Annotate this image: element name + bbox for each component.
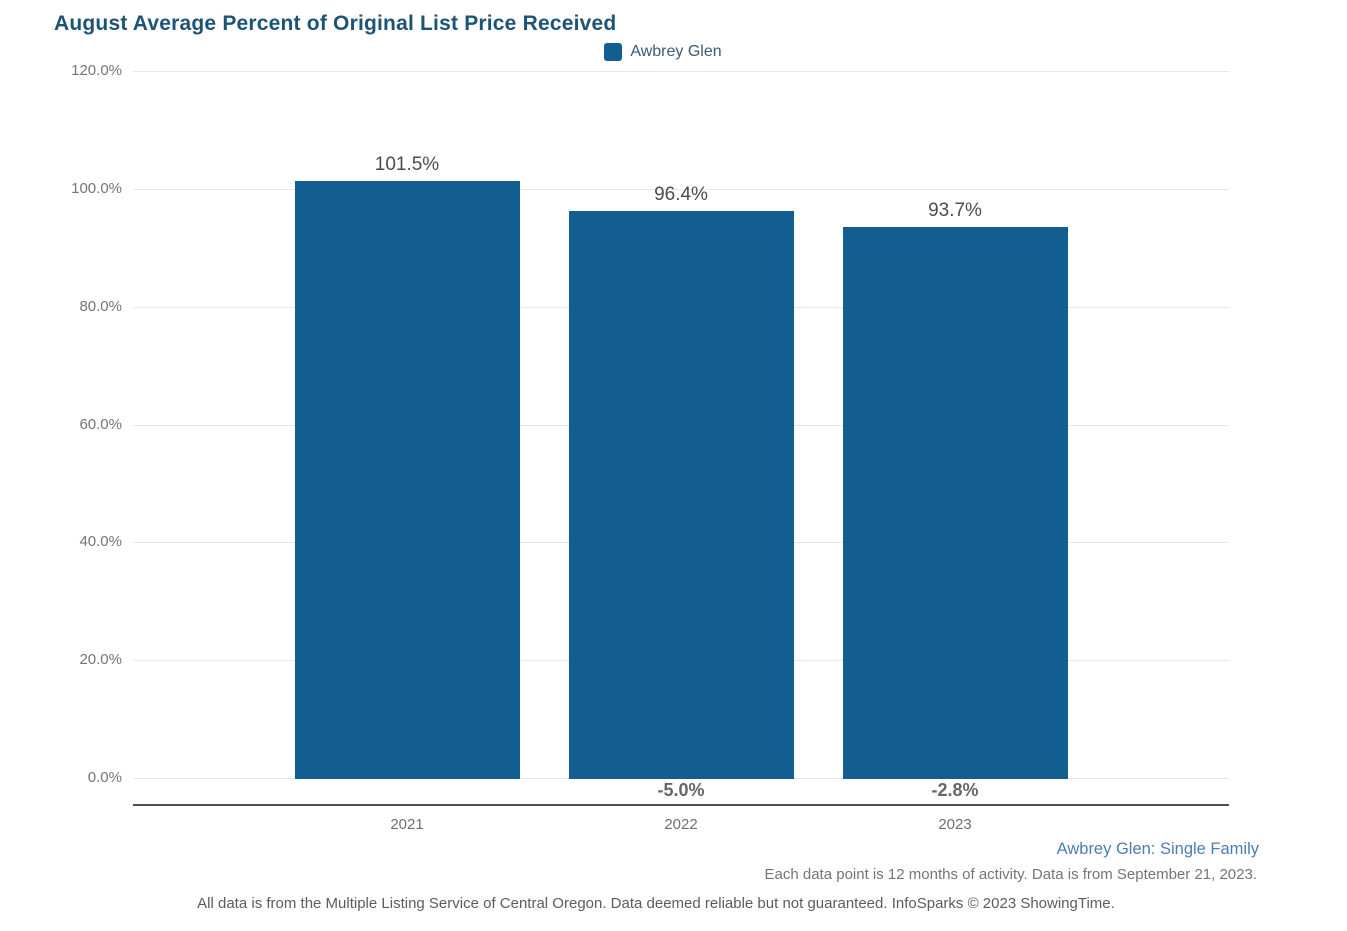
bar-change-label: -5.0% bbox=[657, 780, 705, 800]
y-axis-tick-label: 80.0% bbox=[79, 297, 122, 315]
y-axis-tick-label: 120.0% bbox=[71, 62, 122, 79]
x-axis-label-2022: 2022 bbox=[664, 816, 698, 833]
bar-value-label: 93.7% bbox=[928, 199, 982, 221]
y-axis: 0.0% 20.0% 40.0% 60.0% 80.0% 100.0% 120.0% bbox=[0, 62, 122, 786]
x-axis-label-2021: 2021 bbox=[390, 816, 424, 833]
footer-note: Each data point is 12 months of activity… bbox=[764, 866, 1257, 883]
gridline bbox=[133, 71, 1229, 72]
footer-series-scope[interactable]: Awbrey Glen: Single Family bbox=[1056, 840, 1259, 858]
y-axis-tick-label: 100.0% bbox=[71, 179, 122, 197]
bar-2023[interactable] bbox=[842, 226, 1068, 779]
y-axis-tick-label: 0.0% bbox=[87, 769, 122, 786]
x-axis-label-2023: 2023 bbox=[938, 816, 972, 833]
bar-change-label: -2.8% bbox=[931, 780, 979, 800]
change-label-row: -5.0% -2.8% bbox=[133, 780, 1229, 804]
y-axis-tick-label: 40.0% bbox=[79, 533, 122, 551]
bar-2021[interactable] bbox=[294, 181, 520, 779]
chart-title: August Average Percent of Original List … bbox=[54, 12, 617, 35]
gridline bbox=[133, 188, 1229, 190]
x-axis-line bbox=[133, 804, 1229, 806]
legend-swatch-icon bbox=[604, 43, 623, 61]
plot-area: 101.5% 96.4% 93.7% bbox=[133, 71, 1229, 779]
bar-value-label: 96.4% bbox=[654, 184, 708, 206]
y-axis-tick-label: 20.0% bbox=[79, 651, 122, 669]
bar-value-label: 101.5% bbox=[374, 154, 440, 175]
legend[interactable]: Awbrey Glen bbox=[133, 43, 1193, 61]
footer-disclaimer: All data is from the Multiple Listing Se… bbox=[197, 895, 1115, 912]
y-axis-tick-label: 60.0% bbox=[79, 415, 122, 433]
legend-label: Awbrey Glen bbox=[630, 43, 722, 60]
x-axis: 2021 2022 2023 bbox=[133, 816, 1229, 838]
bar-2022[interactable] bbox=[568, 211, 794, 779]
